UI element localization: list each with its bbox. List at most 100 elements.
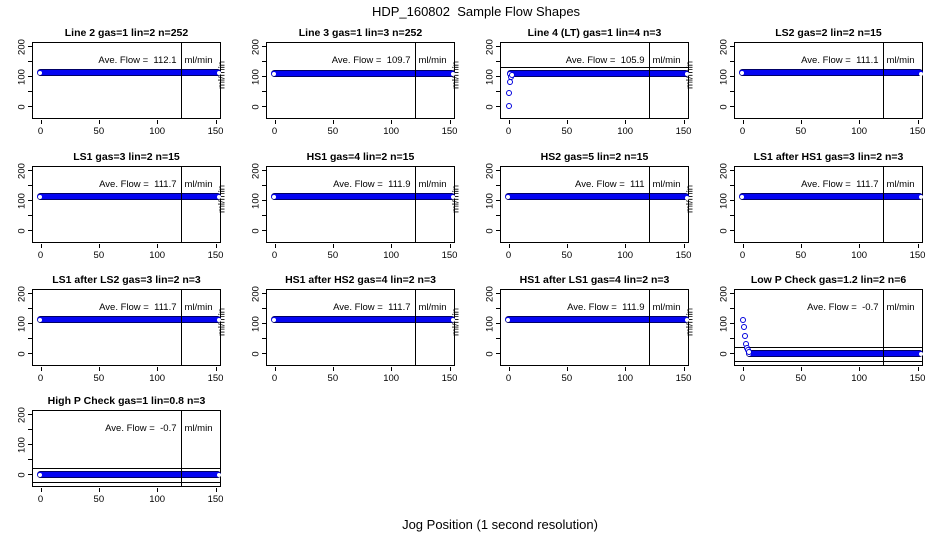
y-tick: [28, 46, 32, 47]
x-tick: [40, 244, 42, 248]
y-tick: [262, 106, 266, 107]
x-tick: [40, 488, 42, 492]
y-tick: [496, 91, 500, 92]
cutoff-vline: [180, 43, 182, 118]
x-tick: [332, 244, 334, 248]
panel-title: HS2 gas=5 lin=2 n=15: [540, 151, 649, 163]
x-tick-label: 0: [505, 250, 512, 261]
y-tick-label: 100: [16, 68, 28, 85]
y-tick: [262, 230, 266, 231]
y-tick-label: 200: [16, 162, 28, 179]
flow-band: [271, 315, 456, 323]
ave-flow-label: Ave. Flow = 111.7: [333, 302, 411, 313]
ave-flow-label: Ave. Flow = 111.9: [567, 302, 645, 313]
y-tick: [28, 61, 32, 62]
x-tick-label: 0: [37, 373, 44, 384]
x-tick-label: 100: [149, 250, 166, 261]
y-tick-label: 100: [484, 192, 496, 209]
x-tick: [625, 367, 627, 371]
y-tick: [496, 230, 500, 231]
band-end-notch-right: [684, 72, 689, 76]
y-tick: [28, 170, 32, 171]
x-tick-label: 150: [909, 250, 926, 261]
y-tick: [262, 46, 266, 47]
y-tick: [496, 61, 500, 62]
band-end-notch-left: [37, 70, 42, 75]
y-tick-label: 200: [718, 38, 730, 55]
y-tick-label: 0: [718, 350, 730, 357]
x-tick-label: 100: [851, 250, 868, 261]
y-tick-label: 0: [484, 103, 496, 110]
x-tick: [215, 120, 217, 124]
x-tick: [215, 244, 217, 248]
x-tick: [391, 120, 393, 124]
flow-band: [505, 193, 690, 201]
y-tick: [730, 185, 734, 186]
x-tick: [859, 120, 861, 124]
y-tick: [496, 106, 500, 107]
panel-title: LS1 after HS1 gas=3 lin=2 n=3: [753, 151, 904, 163]
y-tick-label: 100: [718, 68, 730, 85]
panel-title: LS2 gas=2 lin=2 n=15: [775, 27, 882, 39]
y-tick: [28, 293, 32, 294]
x-tick: [98, 488, 100, 492]
x-tick-label: 150: [675, 373, 692, 384]
y-tick-label: 0: [484, 350, 496, 357]
panel-hs2-gas-5-lin-2-n-15: HS2 gas=5 lin=2 n=15 ml/min 0 100 200 0 50 100 1…: [451, 151, 692, 261]
x-tick: [157, 488, 159, 492]
flow-unit-label: ml/min: [418, 302, 447, 313]
band-end-notch-right: [216, 473, 221, 477]
panel-hs1-after-hs2-gas-4-lin-2-n-3: HS1 after HS2 gas=4 lin=2 n=3 ml/min 0 100 2…: [217, 274, 458, 384]
ref-hline: [735, 346, 922, 348]
y-tick: [28, 185, 32, 186]
y-tick: [496, 170, 500, 171]
x-tick-label: 100: [383, 373, 400, 384]
x-tick: [508, 244, 510, 248]
ref-hline: [735, 361, 922, 362]
y-tick: [730, 323, 734, 324]
band-end-notch-left: [271, 317, 276, 322]
y-tick: [496, 293, 500, 294]
y-tick: [28, 338, 32, 339]
x-tick-label: 50: [327, 250, 339, 261]
y-tick-label: 200: [718, 285, 730, 302]
band-end-notch-left: [37, 317, 42, 322]
band-end-notch-right: [684, 318, 689, 323]
x-tick: [391, 244, 393, 248]
y-tick: [496, 215, 500, 216]
x-tick-label: 50: [561, 250, 573, 261]
y-tick-label: 100: [16, 315, 28, 332]
y-tick: [262, 170, 266, 171]
flow-point: [740, 323, 747, 330]
y-tick-label: 200: [484, 162, 496, 179]
flow-band: [271, 69, 456, 77]
x-tick-label: 0: [505, 126, 512, 137]
ave-flow-label: Ave. Flow = 111.7: [801, 179, 879, 190]
ref-hline: [501, 67, 688, 68]
flow-unit-label: ml/min: [886, 302, 915, 313]
flow-band: [507, 69, 690, 77]
flow-point: [739, 316, 746, 323]
panel-title: LS1 gas=3 lin=2 n=15: [73, 151, 180, 163]
cutoff-vline: [414, 167, 416, 242]
y-tick: [28, 106, 32, 107]
x-tick: [449, 244, 451, 248]
x-tick: [449, 120, 451, 124]
x-tick: [391, 367, 393, 371]
x-tick: [800, 244, 802, 248]
y-tick: [28, 459, 32, 460]
panel-title: LS1 after LS2 gas=3 lin=2 n=3: [52, 274, 201, 286]
y-tick: [262, 338, 266, 339]
cutoff-vline: [180, 411, 182, 486]
flow-band: [37, 68, 222, 76]
y-tick-label: 0: [16, 103, 28, 110]
y-tick: [730, 308, 734, 309]
y-tick: [28, 444, 32, 445]
x-tick-label: 0: [271, 250, 278, 261]
panel-low-p-check-gas-1-2-lin-2-n-6: Low P Check gas=1.2 lin=2 n=6 ml/min 0 100 2…: [685, 274, 926, 384]
y-tick: [730, 61, 734, 62]
x-tick-label: 100: [617, 250, 634, 261]
x-tick: [98, 120, 100, 124]
x-tick-label: 0: [505, 373, 512, 384]
x-tick: [859, 244, 861, 248]
